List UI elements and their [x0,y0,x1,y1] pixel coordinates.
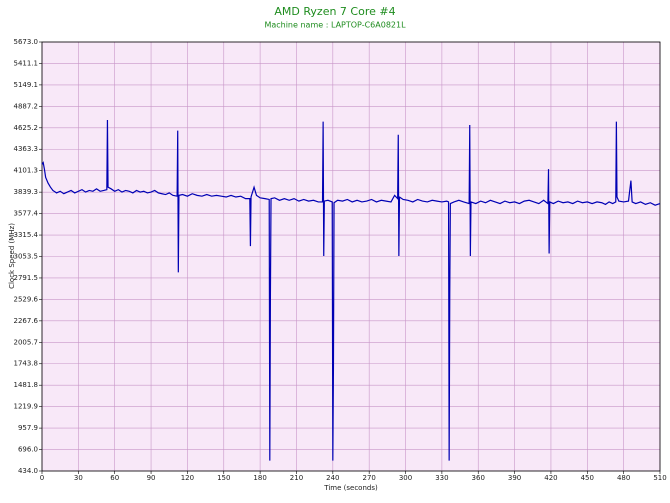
x-tick-label: 240 [326,474,339,482]
y-tick-label: 5411.1 [14,59,39,67]
x-tick-label: 510 [653,474,666,482]
y-tick-label: 2005.7 [14,338,39,346]
x-tick-label: 480 [617,474,630,482]
y-tick-label: 1219.9 [14,403,39,411]
y-tick-label: 3577.4 [14,210,39,218]
x-tick-label: 420 [544,474,557,482]
x-tick-label: 450 [581,474,594,482]
x-tick-label: 360 [472,474,485,482]
x-tick-label: 150 [217,474,230,482]
data-line [41,120,661,461]
y-tick-label: 4101.3 [14,167,39,175]
x-tick-label: 300 [399,474,412,482]
y-axis-label: Clock Speed (MHz) [8,223,16,289]
y-tick-label: 434.0 [18,467,38,475]
chart-subtitle: Machine name : LAPTOP-C6A0821L [264,21,406,30]
y-tick-label: 2791.5 [14,274,39,282]
plot-border [41,41,661,472]
y-tick-label: 4363.3 [14,145,39,153]
y-tick-label: 696.0 [18,446,38,454]
y-tick-label: 1481.8 [14,381,39,389]
y-tick-label: 2267.6 [14,317,39,325]
y-tick-label: 957.9 [18,424,38,432]
x-tick-label: 390 [508,474,521,482]
x-tick-label: 330 [435,474,448,482]
x-tick-label: 90 [147,474,156,482]
y-tick-label: 1743.8 [14,360,39,368]
chart-title: AMD Ryzen 7 Core #4 [274,5,395,18]
x-tick-label: 210 [290,474,303,482]
y-tick-label: 4887.2 [14,102,39,110]
y-tick-label: 3315.4 [14,231,39,239]
x-axis-label: Time (seconds) [323,484,378,492]
x-tick-label: 180 [253,474,266,482]
x-tick-label: 30 [74,474,83,482]
x-tick-label: 0 [40,474,44,482]
y-tick-label: 2529.6 [14,295,39,303]
y-tick-label: 5149.1 [14,81,39,89]
y-tick-label: 3839.3 [14,188,39,196]
y-tick-label: 5673.0 [14,38,39,46]
x-tick-label: 120 [181,474,194,482]
y-tick-label: 3053.5 [14,253,39,261]
x-tick-label: 270 [362,474,375,482]
x-tick-label: 60 [110,474,119,482]
y-tick-label: 4625.2 [14,124,39,132]
